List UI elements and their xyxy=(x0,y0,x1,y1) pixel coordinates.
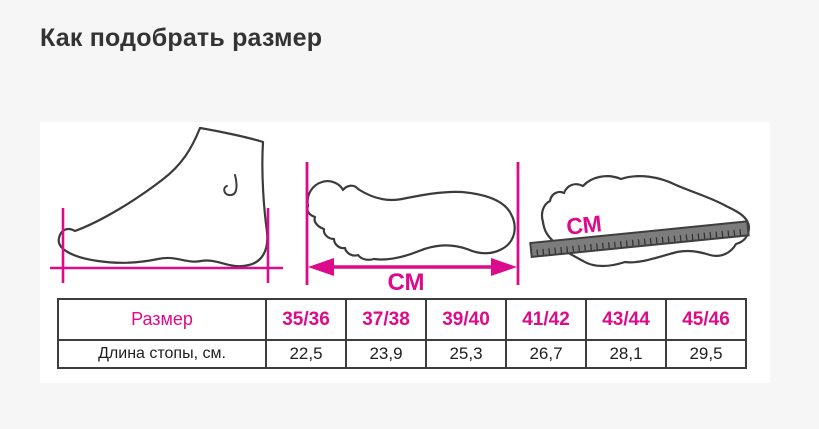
foot-side-figure xyxy=(50,126,283,283)
ruler-icon xyxy=(529,220,750,259)
cm-arrowhead-right-icon xyxy=(491,258,517,276)
foot-side-outline xyxy=(57,126,269,268)
foot-length-row: Длина стопы, см. 22,5 23,9 25,3 26,7 28,… xyxy=(57,339,747,369)
foot-length-cell: 22,5 xyxy=(265,339,347,369)
foot-sole-figure: СМ xyxy=(305,162,520,296)
size-cell: 45/46 xyxy=(665,298,747,341)
size-cell: 41/42 xyxy=(505,298,587,341)
ruler-cm-label: СМ xyxy=(565,210,603,240)
size-cell: 35/36 xyxy=(265,298,347,341)
size-table-header-row: Размер 35/36 37/38 39/40 41/42 43/44 45/… xyxy=(57,298,747,341)
page-title: Как подобрать размер xyxy=(40,24,323,52)
foot-length-cell: 25,3 xyxy=(425,339,507,369)
size-guide-panel: СМ СМ Размер 35/36 xyxy=(40,122,770,383)
size-header-label: Размер xyxy=(57,298,267,341)
sole-cm-label: СМ xyxy=(387,269,424,296)
ankle-mark-icon xyxy=(223,174,238,197)
measurement-illustrations: СМ СМ xyxy=(50,126,751,296)
size-table: Размер 35/36 37/38 39/40 41/42 43/44 45/… xyxy=(57,298,747,369)
foot-sole-outline xyxy=(306,180,516,261)
cm-arrowhead-left-icon xyxy=(308,258,334,276)
size-cell: 39/40 xyxy=(425,298,507,341)
foot-length-cell: 26,7 xyxy=(505,339,587,369)
foot-length-cell: 29,5 xyxy=(665,339,747,369)
size-cell: 37/38 xyxy=(345,298,427,341)
foot-length-label: Длина стопы, см. xyxy=(57,339,267,369)
size-cell: 43/44 xyxy=(585,298,667,341)
foot-ruler-figure: СМ xyxy=(529,175,751,268)
ruler-ticks xyxy=(536,229,742,256)
foot-length-cell: 23,9 xyxy=(345,339,427,369)
foot-length-cell: 28,1 xyxy=(585,339,667,369)
